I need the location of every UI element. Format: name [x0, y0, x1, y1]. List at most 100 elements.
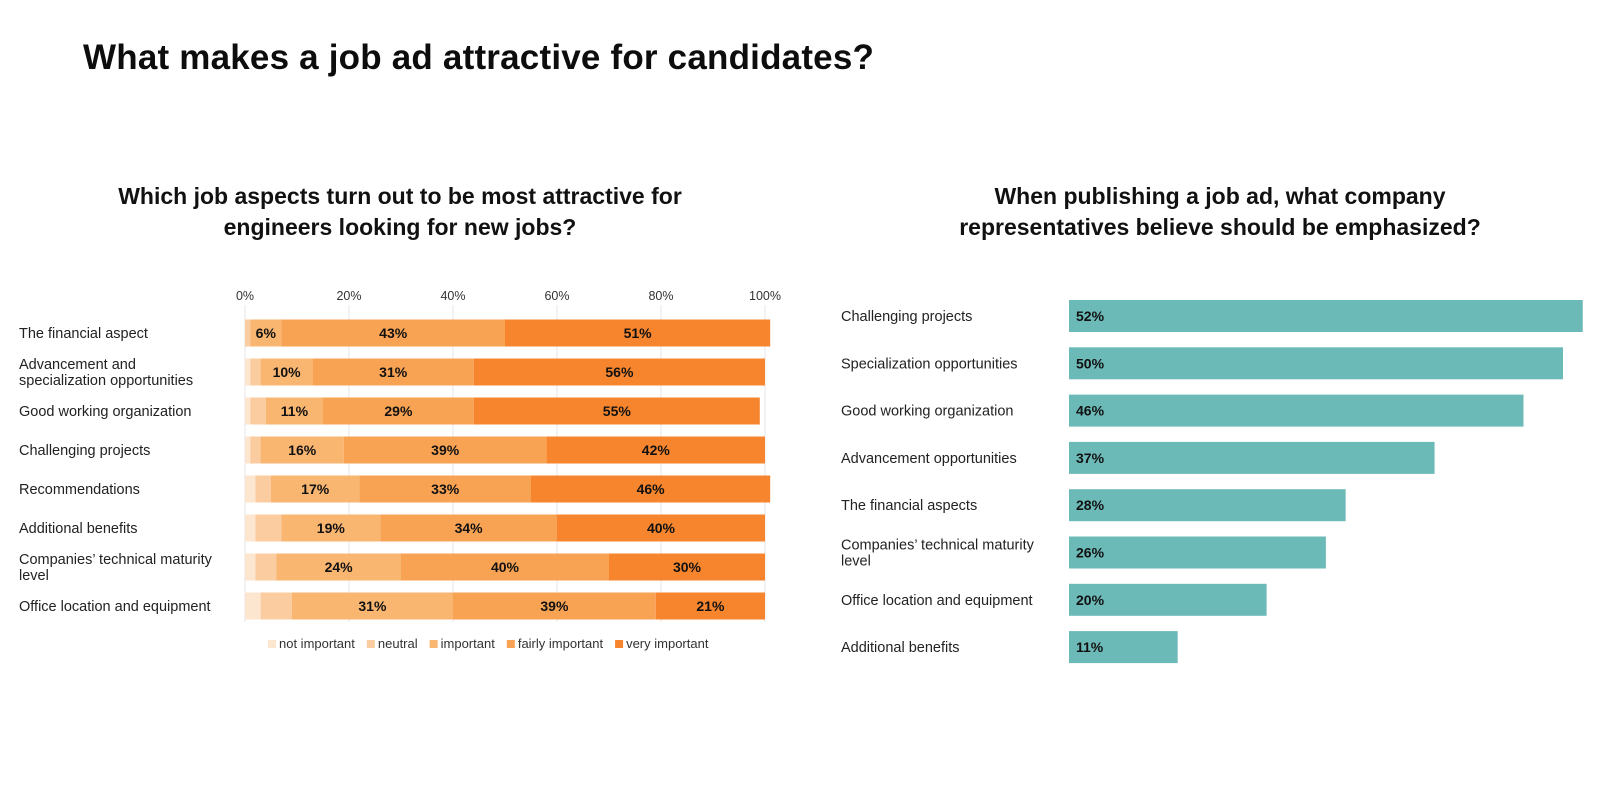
category-label: Office location and equipment — [841, 593, 1033, 609]
category-label: Advancement and — [19, 357, 136, 373]
bar-segment-fairly-important — [281, 319, 505, 347]
legend-label: not important — [279, 636, 355, 651]
left-chart-title: Which job aspects turn out to be most at… — [40, 181, 760, 243]
data-label: 16% — [288, 442, 317, 458]
bar-segment-very-important — [609, 553, 765, 581]
category-label: Recommendations — [19, 482, 140, 498]
bar-segment-very-important — [655, 592, 765, 620]
bar-segment-not-important — [245, 514, 256, 542]
data-label: 26% — [1076, 545, 1105, 561]
bar-segment-important — [281, 514, 381, 542]
legend-swatch — [429, 640, 438, 648]
data-label: 17% — [301, 481, 330, 497]
data-label: 39% — [540, 598, 569, 614]
legend-swatch — [615, 640, 624, 648]
data-label: 24% — [325, 559, 354, 575]
legend-label: neutral — [378, 636, 418, 651]
bar-segment-very-important — [505, 319, 771, 347]
bar-segment-not-important — [245, 553, 256, 581]
bar-segment-neutral — [250, 358, 261, 386]
category-label: Specialization opportunities — [841, 356, 1018, 372]
legend-label: important — [441, 636, 496, 651]
category-label: Good working organization — [841, 404, 1014, 420]
bar-segment-not-important — [245, 592, 261, 620]
legend-label: fairly important — [518, 636, 604, 651]
bar-segment-fairly-important — [453, 592, 656, 620]
bar-segment-fairly-important — [401, 553, 609, 581]
x-tick-label: 100% — [749, 289, 781, 303]
bar-segment-important — [271, 475, 360, 503]
data-label: 43% — [379, 325, 408, 341]
x-tick-label: 80% — [648, 289, 673, 303]
category-label: The financial aspects — [841, 498, 977, 514]
bar-segment-very-important — [531, 475, 771, 503]
x-tick-label: 20% — [336, 289, 361, 303]
data-label: 39% — [431, 442, 460, 458]
bar-segment-important — [260, 436, 344, 464]
data-label: 40% — [491, 559, 520, 575]
bar — [1069, 631, 1178, 664]
right-chart-title-line-1: When publishing a job ad, what company — [994, 183, 1446, 209]
category-label: The financial aspect — [19, 326, 148, 342]
category-label: Additional benefits — [19, 521, 138, 537]
data-label: 42% — [642, 442, 671, 458]
data-label: 46% — [1076, 403, 1105, 419]
data-label: 21% — [696, 598, 725, 614]
data-label: 29% — [384, 403, 413, 419]
bar-segment-not-important — [245, 475, 256, 503]
bar-segment-fairly-important — [380, 514, 557, 542]
category-label: Challenging projects — [841, 309, 972, 325]
bar-segment-important — [260, 358, 313, 386]
bar-segment-very-important — [473, 397, 760, 425]
data-label: 52% — [1076, 308, 1105, 324]
bar-segment-neutral — [245, 319, 251, 347]
x-tick-label: 0% — [236, 289, 254, 303]
legend-swatch — [366, 640, 375, 648]
bar — [1069, 300, 1583, 332]
bar-segment-neutral — [250, 397, 266, 425]
bar-segment-important — [276, 553, 401, 581]
data-label: 51% — [624, 325, 653, 341]
bar-segment-neutral — [250, 436, 261, 464]
left-chart-title-line-2: engineers looking for new jobs? — [223, 214, 577, 240]
category-label: Good working organization — [19, 404, 192, 420]
data-label: 40% — [647, 520, 676, 536]
legend-swatch — [268, 640, 276, 648]
bar-segment-important — [291, 592, 453, 620]
bar — [1069, 441, 1435, 474]
x-tick-label: 60% — [544, 289, 569, 303]
bar — [1069, 583, 1267, 616]
bar — [1069, 347, 1563, 380]
data-label: 31% — [358, 598, 387, 614]
data-label: 56% — [605, 364, 634, 380]
category-label: level — [19, 568, 49, 584]
category-label: Advancement opportunities — [841, 451, 1017, 467]
bar-segment-neutral — [255, 475, 271, 503]
data-label: 10% — [273, 364, 302, 380]
data-label: 6% — [256, 325, 277, 341]
data-label: 11% — [281, 403, 309, 419]
data-label: 55% — [603, 403, 632, 419]
data-label: 11% — [1076, 639, 1104, 655]
bar-segment-important — [265, 397, 323, 425]
data-label: 46% — [637, 481, 666, 497]
data-label: 50% — [1076, 355, 1105, 371]
data-label: 33% — [431, 481, 460, 497]
bar-segment-very-important — [546, 436, 765, 464]
bar-segment-neutral — [255, 514, 282, 542]
data-label: 30% — [673, 559, 702, 575]
data-label: 34% — [455, 520, 484, 536]
bar-segment-fairly-important — [323, 397, 474, 425]
bar-segment-fairly-important — [343, 436, 547, 464]
bar-segment-fairly-important — [359, 475, 531, 503]
page-title: What makes a job ad attractive for candi… — [83, 38, 875, 77]
category-label: Companies’ technical maturity — [841, 538, 1035, 554]
right-chart-title-line-2: representatives believe should be emphas… — [959, 214, 1481, 240]
category-label: Challenging projects — [19, 443, 150, 459]
category-label: Office location and equipment — [19, 599, 211, 615]
data-label: 20% — [1076, 592, 1105, 608]
category-label: level — [841, 554, 871, 570]
x-tick-label: 40% — [440, 289, 465, 303]
bar-segment-very-important — [473, 358, 765, 386]
